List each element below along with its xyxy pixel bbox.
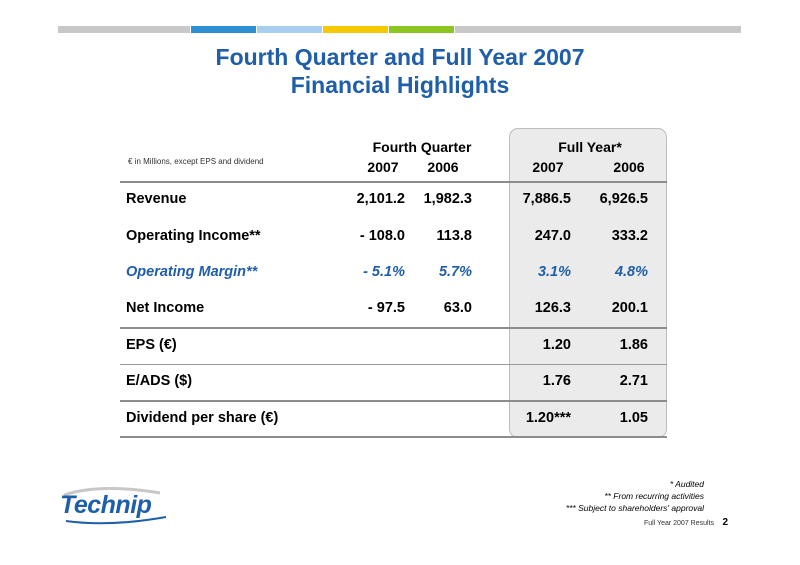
row-label: Operating Income** bbox=[126, 228, 261, 244]
row-label: Dividend per share (€) bbox=[126, 410, 279, 426]
row-label: E/ADS ($) bbox=[126, 373, 193, 389]
cell-fy-2007: 3.1% bbox=[537, 264, 571, 280]
top-color-bar bbox=[58, 26, 742, 33]
logo-swoosh-icon bbox=[63, 487, 167, 525]
year-header-q4-2006: 2006 bbox=[427, 159, 459, 175]
page-number: 2 bbox=[722, 517, 728, 528]
cell-fy-2007: 7,886.5 bbox=[522, 191, 571, 207]
cell-fy-2007: 247.0 bbox=[534, 228, 571, 244]
year-header-fy-2006: 2006 bbox=[613, 159, 645, 175]
table-row-e-ads: E/ADS ($) 1.76 2.71 bbox=[126, 364, 666, 400]
cell-q4-2006: 5.7% bbox=[438, 264, 472, 280]
table-row-operating-margin: Operating Margin** - 5.1% 5.7% 3.1% 4.8% bbox=[126, 255, 666, 291]
table-row-dividend: Dividend per share (€) 1.20*** 1.05 bbox=[126, 401, 666, 437]
footnote-recurring: ** From recurring activities bbox=[604, 491, 704, 501]
cell-q4-2007: - 5.1% bbox=[363, 264, 405, 280]
cell-fy-2006: 200.1 bbox=[611, 300, 648, 316]
cell-q4-2007: - 97.5 bbox=[367, 300, 405, 316]
table-row-revenue: Revenue 2,101.2 1,982.3 7,886.5 6,926.5 bbox=[126, 182, 666, 218]
footnotes: * Audited ** From recurring activities *… bbox=[566, 478, 704, 514]
units-note: € in Millions, except EPS and dividend bbox=[128, 157, 264, 166]
cell-q4-2006: 63.0 bbox=[443, 300, 472, 316]
row-label: Net Income bbox=[126, 300, 205, 316]
logo-text: Technip bbox=[60, 491, 152, 519]
bar-segment-yellow bbox=[323, 26, 388, 33]
cell-fy-2007: 1.76 bbox=[542, 373, 571, 389]
cell-q4-2007: - 108.0 bbox=[359, 228, 405, 244]
technip-logo: Technip bbox=[60, 487, 167, 525]
table-row-eps: EPS (€) 1.20 1.86 bbox=[126, 328, 666, 364]
header-divider bbox=[120, 181, 667, 183]
cell-fy-2007: 126.3 bbox=[534, 300, 571, 316]
slide-title-line1: Fourth Quarter and Full Year 2007 bbox=[215, 44, 585, 70]
cell-q4-2006: 113.8 bbox=[436, 228, 473, 244]
full-year-highlight-panel bbox=[509, 128, 667, 438]
bar-segment-green bbox=[389, 26, 454, 33]
table-row-operating-income: Operating Income** - 108.0 113.8 247.0 3… bbox=[126, 219, 666, 255]
bar-segment-gray-right bbox=[455, 26, 741, 33]
bar-segment-blue bbox=[191, 26, 256, 33]
group-header-fourth-quarter: Fourth Quarter bbox=[372, 139, 472, 155]
cell-fy-2006: 2.71 bbox=[619, 373, 648, 389]
group-header-full-year: Full Year* bbox=[558, 139, 622, 155]
footnote-approval: *** Subject to shareholders' approval bbox=[565, 503, 704, 513]
cell-fy-2006: 6,926.5 bbox=[599, 191, 648, 207]
cell-fy-2006: 1.86 bbox=[619, 337, 648, 353]
row-divider bbox=[120, 400, 667, 402]
cell-fy-2007: 1.20*** bbox=[525, 410, 571, 426]
cell-q4-2007: 2,101.2 bbox=[356, 191, 405, 207]
row-label: Operating Margin** bbox=[126, 264, 258, 280]
footnote-audited: * Audited bbox=[669, 479, 704, 489]
row-label: EPS (€) bbox=[126, 337, 177, 353]
table-bottom-border bbox=[120, 436, 667, 438]
year-header-fy-2007: 2007 bbox=[532, 159, 564, 175]
row-divider bbox=[120, 364, 667, 365]
bar-segment-gray bbox=[58, 26, 190, 33]
cell-fy-2006: 333.2 bbox=[611, 228, 648, 244]
cell-q4-2006: 1,982.3 bbox=[423, 191, 472, 207]
year-header-q4-2007: 2007 bbox=[367, 159, 399, 175]
row-divider bbox=[120, 327, 667, 329]
cell-fy-2006: 1.05 bbox=[619, 410, 648, 426]
slide-title-line2: Financial Highlights bbox=[290, 72, 510, 98]
row-label: Revenue bbox=[126, 191, 187, 207]
bar-segment-light-blue bbox=[257, 26, 322, 33]
footer-text: Full Year 2007 Results bbox=[643, 520, 714, 527]
table-row-net-income: Net Income - 97.5 63.0 126.3 200.1 bbox=[126, 291, 666, 327]
cell-fy-2006: 4.8% bbox=[614, 264, 648, 280]
slide-title: Fourth Quarter and Full Year 2007 Financ… bbox=[0, 43, 800, 99]
cell-fy-2007: 1.20 bbox=[542, 337, 571, 353]
